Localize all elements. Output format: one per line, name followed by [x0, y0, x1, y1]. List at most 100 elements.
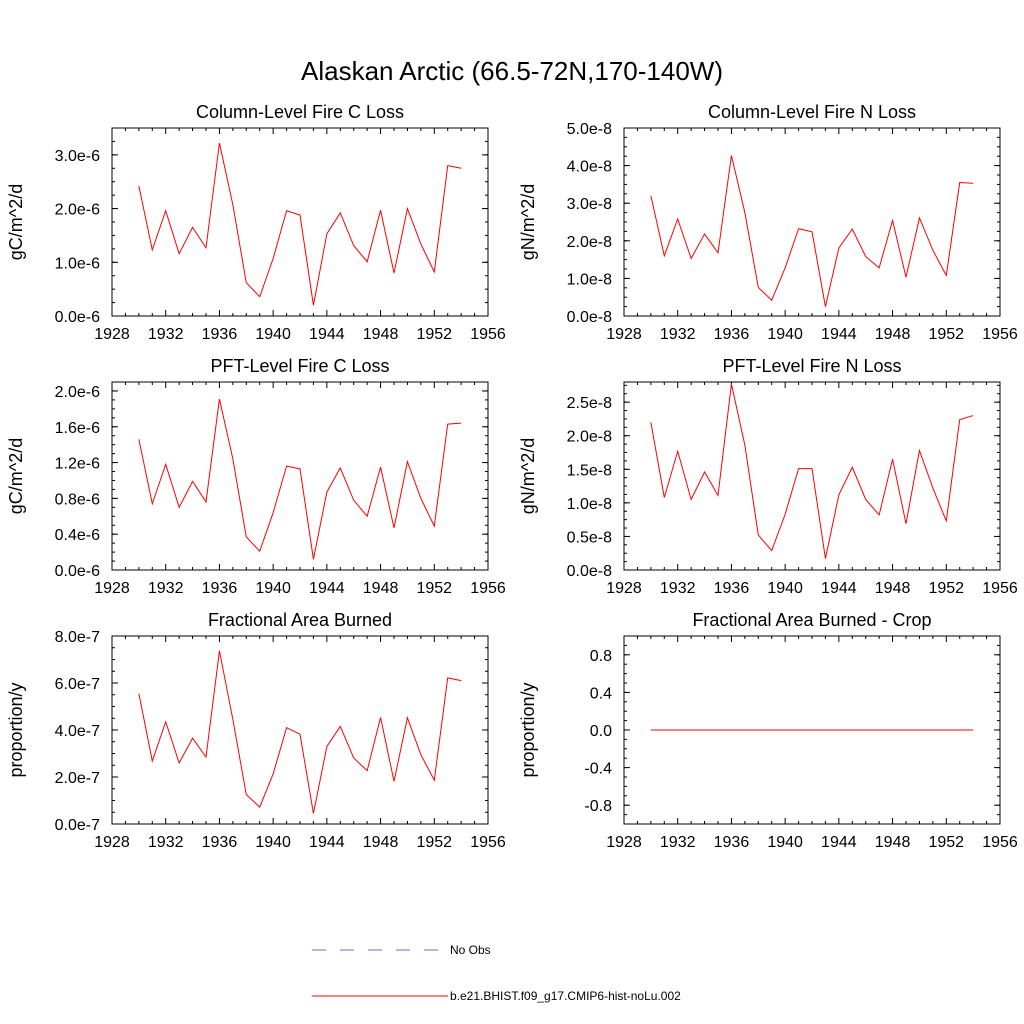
chart-panel-5: 1928 1932 1936 1940 1944 1948 1952 1956 0.0e-7 2.… — [6, 610, 506, 851]
x-tick-label: 1952 — [416, 326, 452, 343]
panel-title: PFT-Level Fire C Loss — [210, 356, 389, 376]
y-tick-label: 3.0e-6 — [55, 148, 100, 165]
x-tick-label: 1948 — [875, 326, 911, 343]
x-tick-label: 1952 — [928, 326, 964, 343]
panel-title: PFT-Level Fire N Loss — [722, 356, 901, 376]
x-tick-label: 1932 — [660, 580, 696, 597]
y-tick-label: 0.0e-7 — [55, 817, 100, 834]
y-tick-label: 0.4 — [590, 685, 612, 702]
y-tick-label: 2.0e-8 — [567, 234, 612, 251]
y-tick-label: 0.0e-6 — [55, 563, 100, 580]
chart-panel-1: 1928 1932 1936 1940 1944 1948 1952 1956 0.0e-6 1.… — [6, 102, 506, 343]
y-tick-label: 1.5e-8 — [567, 462, 612, 479]
panel-title: Column-Level Fire N Loss — [708, 102, 916, 122]
y-tick-label: 0.0e-6 — [55, 309, 100, 326]
y-tick-label: 1.0e-8 — [567, 496, 612, 513]
x-tick-label: 1928 — [94, 580, 130, 597]
x-tick-label: 1932 — [660, 834, 696, 851]
x-tick-label: 1956 — [982, 834, 1018, 851]
x-tick-label: 1936 — [202, 834, 238, 851]
panel-title: Fractional Area Burned — [208, 610, 392, 630]
x-tick-label: 1944 — [821, 834, 857, 851]
x-tick-label: 1956 — [470, 834, 506, 851]
x-tick-label: 1936 — [714, 834, 750, 851]
chart-panel-3: 1928 1932 1936 1940 1944 1948 1952 1956 0.0e-6 0.… — [6, 356, 506, 597]
plot-frame — [623, 127, 1001, 317]
y-tick-label: -0.8 — [584, 798, 612, 815]
chart-panels: 1928 1932 1936 1940 1944 1948 1952 1956 0.0e-6 1.… — [6, 102, 1018, 851]
y-tick-label: 2.0e-6 — [55, 384, 100, 401]
series-line — [138, 142, 462, 306]
x-tick-label: 1940 — [255, 326, 291, 343]
y-tick-label: 0.0e-8 — [567, 309, 612, 326]
x-tick-label: 1956 — [982, 326, 1018, 343]
legend-model-label: b.e21.BHIST.f09_g17.CMIP6-hist-noLu.002 — [450, 989, 681, 1003]
plot-frame — [623, 381, 1001, 571]
x-tick-label: 1940 — [767, 580, 803, 597]
x-tick-label: 1932 — [148, 326, 184, 343]
x-tick-label: 1948 — [363, 834, 399, 851]
x-tick-label: 1948 — [875, 580, 911, 597]
x-tick-label: 1944 — [309, 834, 345, 851]
y-tick-label: 0.0 — [590, 723, 612, 740]
panel-title: Column-Level Fire C Loss — [196, 102, 404, 122]
x-tick-label: 1928 — [94, 326, 130, 343]
y-tick-label: 8.0e-7 — [55, 629, 100, 646]
y-tick-label: -0.4 — [584, 761, 612, 778]
plot-frame — [111, 381, 489, 571]
chart-panel-2: 1928 1932 1936 1940 1944 1948 1952 1956 0.0e-8 1.… — [518, 102, 1018, 343]
x-tick-label: 1956 — [470, 580, 506, 597]
x-tick-label: 1928 — [606, 326, 642, 343]
x-tick-label: 1956 — [982, 580, 1018, 597]
x-tick-label: 1932 — [148, 580, 184, 597]
y-axis-label: gN/m^2/d — [518, 184, 538, 260]
y-tick-label: 2.5e-8 — [567, 395, 612, 412]
x-tick-label: 1952 — [928, 834, 964, 851]
chart-panel-4: 1928 1932 1936 1940 1944 1948 1952 1956 0.0e-8 0.… — [518, 356, 1018, 597]
x-tick-label: 1940 — [767, 326, 803, 343]
chart-panel-6: 1928 1932 1936 1940 1944 1948 1952 1956 -0.8 -0.4… — [518, 610, 1018, 851]
x-tick-label: 1932 — [148, 834, 184, 851]
y-tick-label: 3.0e-8 — [567, 196, 612, 213]
x-tick-label: 1928 — [94, 834, 130, 851]
x-tick-label: 1944 — [309, 580, 345, 597]
x-tick-label: 1928 — [606, 580, 642, 597]
x-tick-label: 1936 — [714, 580, 750, 597]
x-tick-label: 1952 — [416, 834, 452, 851]
y-tick-label: 2.0e-7 — [55, 770, 100, 787]
y-tick-label: 6.0e-7 — [55, 676, 100, 693]
y-tick-label: 4.0e-8 — [567, 159, 612, 176]
legend: No Obs b.e21.BHIST.f09_g17.CMIP6-hist-no… — [312, 943, 681, 1003]
x-tick-label: 1936 — [202, 580, 238, 597]
y-axis-label: proportion/y — [518, 682, 538, 777]
x-tick-label: 1948 — [363, 580, 399, 597]
x-tick-label: 1932 — [660, 326, 696, 343]
y-tick-label: 0.5e-8 — [567, 529, 612, 546]
x-tick-label: 1956 — [470, 326, 506, 343]
y-tick-label: 0.8e-6 — [55, 491, 100, 508]
series-line — [650, 383, 974, 559]
y-tick-label: 2.0e-6 — [55, 202, 100, 219]
x-tick-label: 1952 — [416, 580, 452, 597]
y-tick-label: 1.0e-6 — [55, 255, 100, 272]
x-tick-label: 1940 — [255, 834, 291, 851]
series-line — [138, 398, 462, 560]
panel-title: Fractional Area Burned - Crop — [692, 610, 931, 630]
x-tick-label: 1948 — [875, 834, 911, 851]
y-axis-label: gC/m^2/d — [6, 184, 26, 260]
x-tick-label: 1936 — [714, 326, 750, 343]
x-tick-label: 1944 — [821, 580, 857, 597]
figure-title: Alaskan Arctic (66.5-72N,170-140W) — [301, 56, 723, 86]
x-tick-label: 1940 — [767, 834, 803, 851]
y-axis-label: proportion/y — [6, 682, 26, 777]
series-line — [650, 155, 974, 307]
x-tick-label: 1948 — [363, 326, 399, 343]
x-tick-label: 1944 — [309, 326, 345, 343]
y-tick-label: 5.0e-8 — [567, 121, 612, 138]
y-axis-label: gN/m^2/d — [518, 438, 538, 514]
y-tick-label: 4.0e-7 — [55, 723, 100, 740]
x-tick-label: 1944 — [821, 326, 857, 343]
x-tick-label: 1936 — [202, 326, 238, 343]
plot-frame — [111, 127, 489, 317]
y-tick-label: 1.6e-6 — [55, 420, 100, 437]
